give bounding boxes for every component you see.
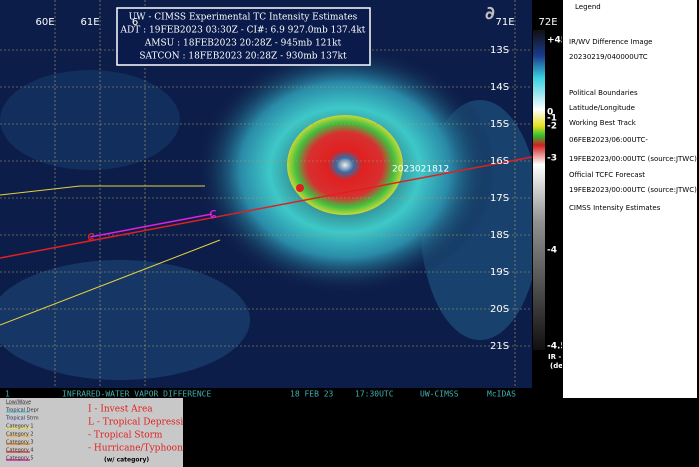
legend-item: IR/WV Difference Image (569, 38, 653, 46)
legend-line-label: Category 4 (6, 448, 34, 454)
latitude-label: 16S (490, 156, 509, 167)
legend-line-label: Tropical Strm (5, 416, 39, 422)
legend-item: Latitude/Longitude (569, 104, 635, 112)
legend-item: CIMSS Intensity Estimates (569, 204, 661, 212)
track-hurricane (0, 156, 533, 259)
longitude-label: 72E (538, 17, 557, 28)
colorbar-label: IR - WV (548, 353, 562, 361)
legend-symbol: I - Invest Area (88, 405, 153, 415)
legend-item: Working Best Track (569, 119, 636, 127)
longitude-label: 61E (80, 17, 99, 28)
legend-symbol: L - Tropical Depression (88, 418, 183, 428)
product: INFRARED-WATER VAPOR DIFFERENCE (62, 390, 211, 399)
latitude-label: 17S (490, 193, 509, 204)
colorbar (533, 30, 545, 350)
track-storm (89, 213, 213, 238)
legend-note: (w/ category) (104, 457, 149, 464)
legend-symbol: - Tropical Storm (88, 431, 163, 441)
longitude-label: 60E (35, 17, 54, 28)
title-box (116, 7, 371, 66)
colorbar-tick: -1 (547, 114, 557, 124)
latitude-label: 13S (490, 45, 509, 56)
amsu: AMSU : 18FEB2023 20:28Z - 945mb 121kt (144, 39, 342, 49)
track-label: 2023021812 (392, 165, 449, 175)
storm-symbol: ɕ (209, 206, 217, 222)
longitude-label: 6 (132, 17, 138, 28)
legend-line-label: Tropical Depr (5, 408, 40, 414)
colorbar-tick: -4 (547, 246, 557, 256)
source: UW-CIMSS (420, 390, 459, 399)
legend-item: Political Boundaries (569, 89, 638, 97)
legend-item: 19FEB2023/00:00UTC (source:JTWC) (569, 155, 697, 163)
forecast-line (0, 239, 221, 326)
legend-line-label: Category 3 (6, 440, 34, 446)
satellite-map: ɕ ɕ 2023021812 UW - CIMSS Experimental T… (0, 0, 562, 398)
latitude-label: 20S (490, 304, 509, 315)
legend-line-label: Category 1 (6, 424, 34, 430)
colorbar-tick: 0 (547, 108, 553, 118)
storm-core (287, 115, 403, 215)
legend-item: 06FEB2023/06:00UTC- (569, 136, 648, 144)
legend-item: 20230219/040000UTC (569, 53, 648, 61)
colorbar-tick: +45 (547, 36, 562, 46)
latitude-label: 14S (490, 82, 509, 93)
latitude-label: 19S (490, 267, 509, 278)
cloud (0, 260, 250, 380)
cloud (0, 70, 180, 170)
legend-item: Official TCFC Forecast (569, 171, 646, 179)
colorbar-tick: -3 (547, 154, 557, 164)
latitude-label: 18S (490, 230, 509, 241)
legend-line-label: Low/Wave (6, 400, 31, 406)
status-bar (0, 388, 532, 398)
legend-title: Legend (575, 3, 601, 11)
longitude-label: 71E (495, 17, 514, 28)
adt: ADT : 19FEB2023 03:30Z - CI#: 6.9 927.0m… (120, 26, 366, 36)
legend-line-label: Category 2 (6, 432, 34, 438)
latitude-label: 21S (490, 341, 509, 352)
frame: 1 (5, 390, 10, 399)
date: 18 FEB 23 (290, 390, 334, 399)
system: McIDAS (487, 390, 516, 399)
latitude-label: 15S (490, 119, 509, 130)
legend-item: 19FEB2023/00:00UTC (source:JTWC) (569, 186, 697, 194)
legend-line-label: Category 5 (6, 456, 34, 462)
track-legend: Low/Wave Tropical Depr Tropical Strm Catego… (0, 398, 195, 467)
colorbar-unit: (deg C) (550, 362, 562, 370)
satcon: SATCON : 18FEB2023 20:28Z - 930mb 137kt (139, 52, 347, 62)
colorbar-tick: -4.5 (547, 342, 562, 352)
legend-panel: Legend IR/WV Difference Image 20230219/04… (563, 0, 697, 398)
cimss-logo: ∂ (485, 3, 495, 24)
forecast-line (0, 185, 205, 196)
time: 17:30UTC (355, 390, 394, 399)
legend-symbol: - Hurricane/Typhoon (88, 444, 183, 454)
track-point (296, 184, 304, 192)
colorbar-tick: -2 (547, 122, 557, 132)
title: UW - CIMSS Experimental TC Intensity Est… (129, 13, 358, 23)
hurricane-symbol: ɕ (87, 229, 95, 245)
track-legend-graphic: Low/Wave Tropical Depr Tropical Strm Catego… (5, 400, 195, 464)
